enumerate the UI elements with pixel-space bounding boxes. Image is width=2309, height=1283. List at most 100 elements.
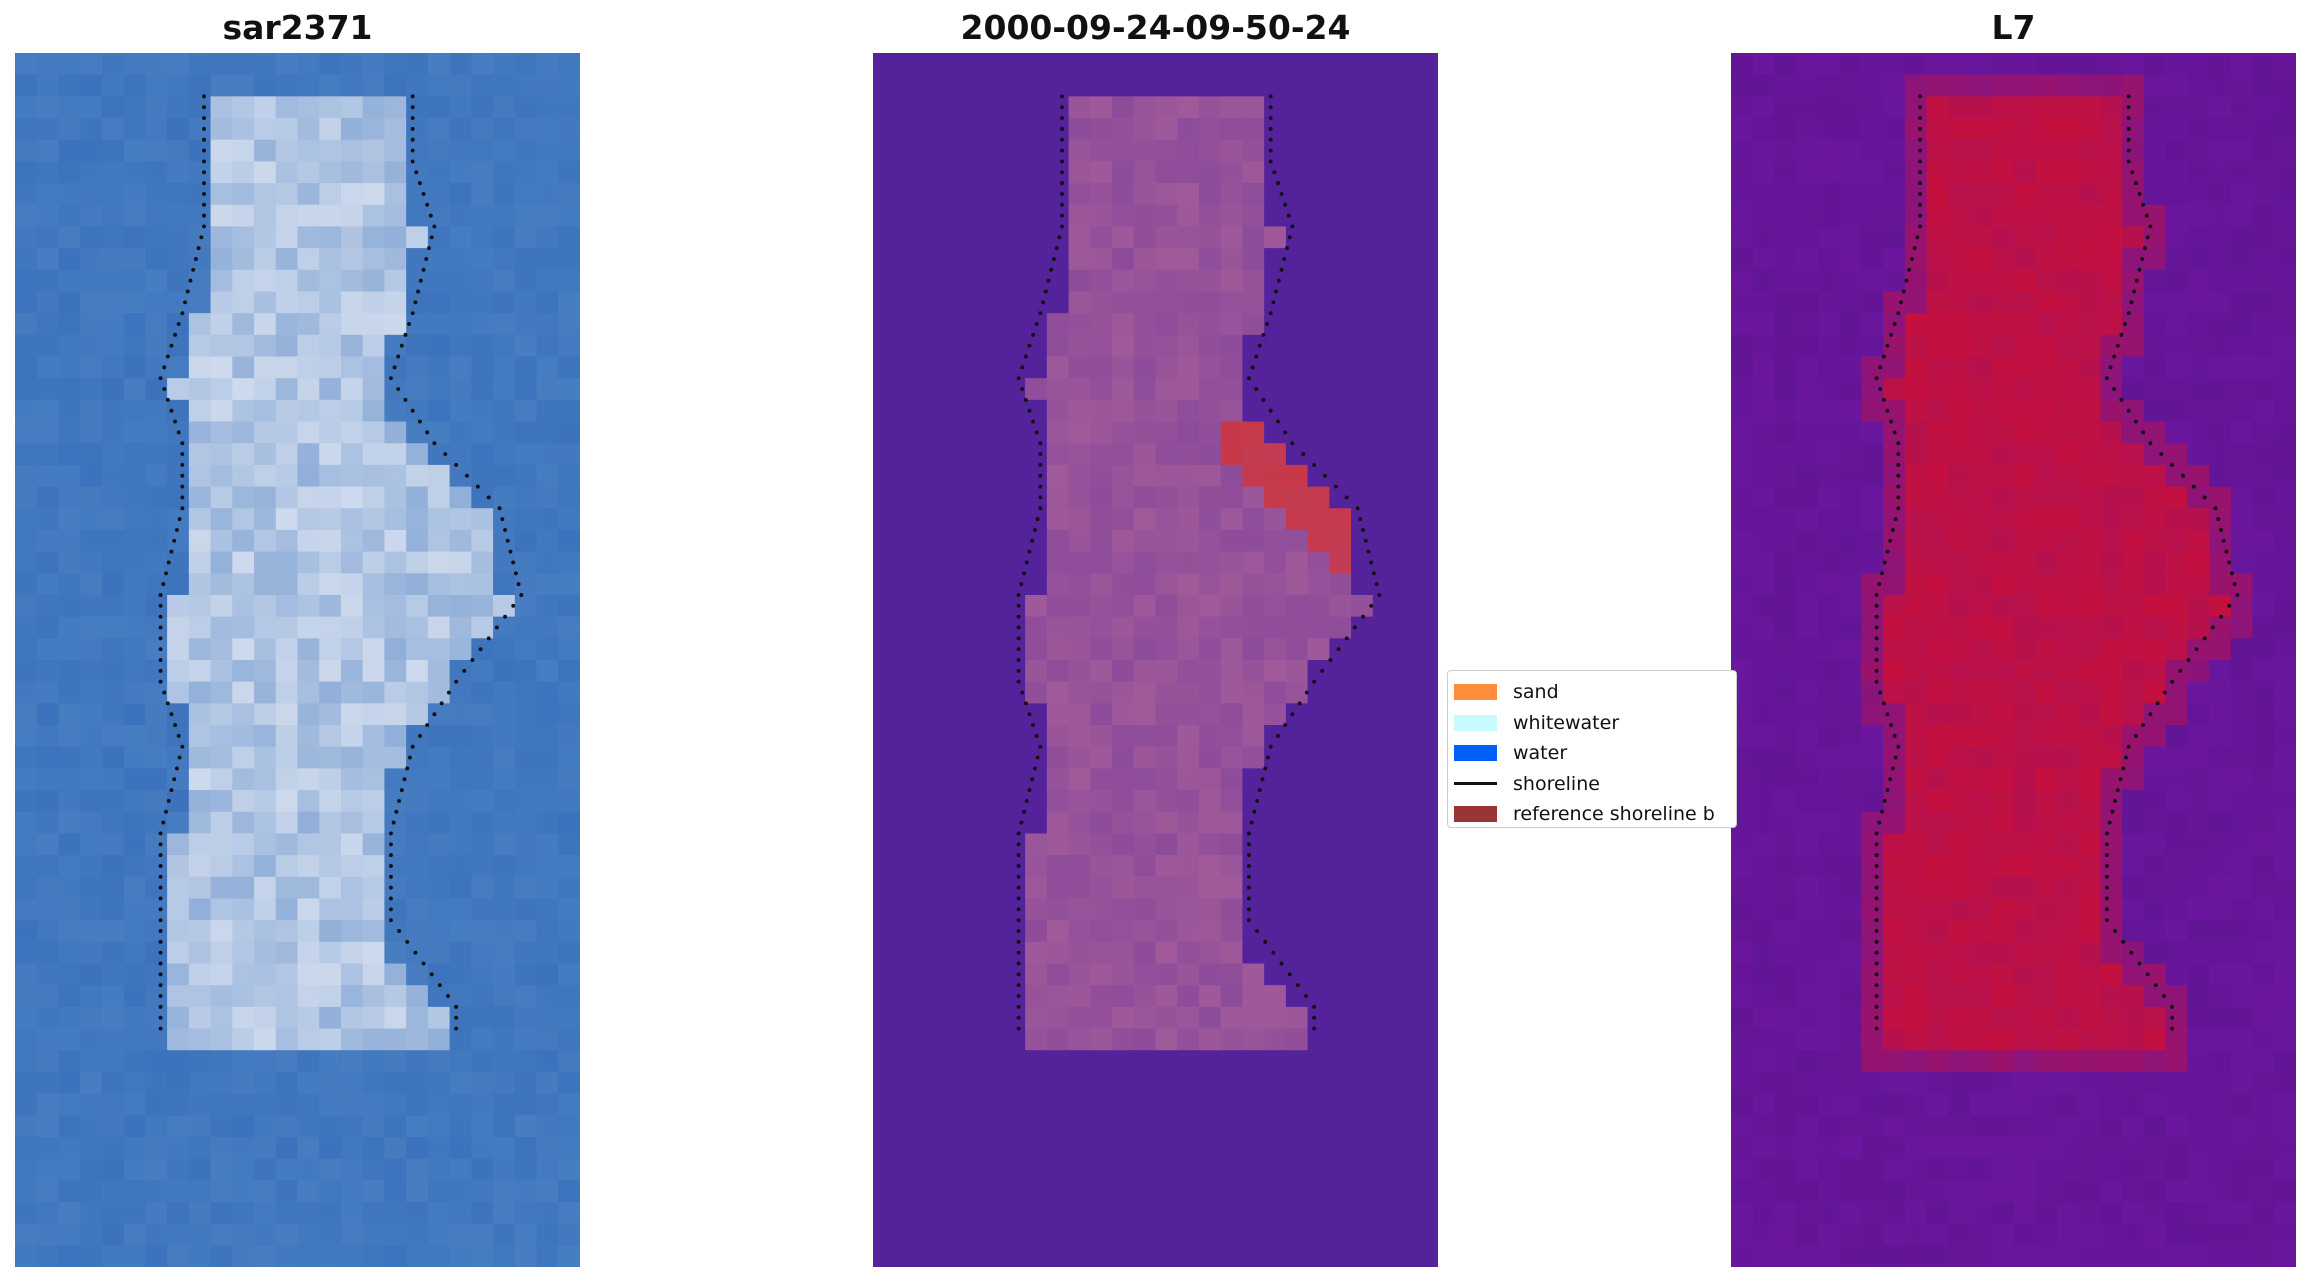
image-pixel bbox=[2209, 920, 2232, 943]
image-pixel bbox=[2143, 96, 2167, 119]
image-pixel bbox=[959, 573, 983, 596]
image-pixel bbox=[1904, 96, 1928, 119]
image-pixel bbox=[2187, 594, 2210, 618]
image-pixel bbox=[15, 768, 38, 791]
image-pixel bbox=[1926, 985, 1949, 1008]
image-pixel bbox=[232, 486, 255, 509]
shoreline-point bbox=[1031, 419, 1036, 424]
image-pixel bbox=[2056, 855, 2080, 878]
image-pixel bbox=[275, 898, 299, 921]
image-pixel bbox=[514, 1028, 538, 1051]
shoreline-point bbox=[169, 408, 174, 413]
image-pixel bbox=[145, 248, 168, 271]
image-pixel bbox=[1926, 508, 1949, 531]
image-pixel bbox=[938, 616, 961, 639]
image-pixel bbox=[558, 96, 580, 119]
image-pixel bbox=[1752, 74, 1776, 98]
image-pixel bbox=[36, 183, 60, 206]
shoreline-point bbox=[1060, 94, 1065, 99]
image-pixel bbox=[101, 1071, 125, 1095]
image-pixel bbox=[2230, 96, 2254, 119]
image-pixel bbox=[1198, 334, 1222, 358]
image-pixel bbox=[319, 96, 342, 119]
image-pixel bbox=[471, 464, 494, 488]
image-pixel bbox=[2143, 1136, 2167, 1160]
image-pixel bbox=[1264, 378, 1287, 401]
image-pixel bbox=[1155, 855, 1178, 878]
image-pixel bbox=[1307, 1201, 1330, 1225]
image-pixel bbox=[1155, 725, 1178, 748]
shoreline-point bbox=[1031, 332, 1036, 337]
image-pixel bbox=[938, 204, 961, 228]
image-pixel bbox=[1970, 1071, 1993, 1095]
image-pixel bbox=[1155, 1006, 1178, 1030]
image-pixel bbox=[2056, 941, 2080, 965]
image-pixel bbox=[319, 963, 342, 986]
image-pixel bbox=[427, 421, 451, 444]
image-pixel bbox=[1068, 1180, 1091, 1203]
image-pixel bbox=[1416, 746, 1438, 770]
image-pixel bbox=[406, 1093, 429, 1116]
image-pixel bbox=[1817, 638, 1841, 661]
image-pixel bbox=[2078, 573, 2102, 596]
image-pixel bbox=[188, 573, 212, 596]
image-pixel bbox=[2187, 1180, 2210, 1203]
shoreline-point bbox=[1880, 809, 1884, 814]
image-pixel bbox=[1112, 1223, 1135, 1246]
image-pixel bbox=[2078, 746, 2102, 770]
image-pixel bbox=[2122, 616, 2145, 639]
image-pixel bbox=[2013, 204, 2036, 228]
image-pixel bbox=[2056, 833, 2080, 856]
image-pixel bbox=[2013, 399, 2036, 423]
image-pixel bbox=[58, 1245, 81, 1267]
image-pixel bbox=[1970, 378, 1993, 401]
image-pixel bbox=[536, 920, 559, 943]
shoreline-point bbox=[164, 809, 168, 814]
shoreline-point bbox=[1254, 387, 1259, 391]
shoreline-point bbox=[2107, 820, 2112, 825]
image-pixel bbox=[1329, 898, 1352, 921]
image-pixel bbox=[536, 660, 559, 683]
shoreline-point bbox=[470, 658, 475, 662]
image-pixel bbox=[1394, 96, 1417, 119]
image-pixel bbox=[2252, 356, 2275, 379]
image-pixel bbox=[15, 703, 38, 726]
image-pixel bbox=[80, 139, 103, 163]
image-pixel bbox=[916, 985, 939, 1008]
shoreline-point bbox=[1035, 517, 1040, 522]
image-pixel bbox=[254, 1180, 277, 1203]
image-pixel bbox=[1329, 746, 1352, 770]
image-pixel bbox=[1025, 660, 1048, 683]
image-pixel bbox=[1394, 768, 1417, 791]
image-pixel bbox=[297, 985, 320, 1008]
image-pixel bbox=[894, 334, 918, 358]
image-pixel bbox=[938, 161, 961, 184]
image-pixel bbox=[1112, 725, 1135, 748]
image-pixel bbox=[2035, 291, 2058, 314]
image-pixel bbox=[1774, 139, 1797, 163]
image-pixel bbox=[1329, 1050, 1352, 1073]
image-pixel bbox=[2230, 1028, 2254, 1051]
image-pixel bbox=[427, 356, 451, 379]
image-pixel bbox=[254, 183, 277, 206]
image-pixel bbox=[1264, 1201, 1287, 1225]
image-pixel bbox=[1991, 573, 2015, 596]
image-pixel bbox=[916, 594, 939, 618]
shoreline-point bbox=[403, 397, 408, 402]
image-pixel bbox=[1329, 833, 1352, 856]
image-pixel bbox=[167, 1115, 190, 1138]
image-pixel bbox=[1025, 183, 1048, 206]
image-pixel bbox=[2056, 920, 2080, 943]
image-pixel bbox=[384, 594, 407, 618]
image-pixel bbox=[1264, 1223, 1287, 1246]
image-pixel bbox=[1372, 1136, 1396, 1160]
image-pixel bbox=[1112, 1028, 1135, 1051]
image-pixel bbox=[2100, 529, 2123, 553]
image-pixel bbox=[1416, 1115, 1438, 1138]
image-pixel bbox=[297, 464, 320, 488]
shoreline-point bbox=[2134, 278, 2139, 283]
image-pixel bbox=[1155, 291, 1178, 314]
image-pixel bbox=[275, 1201, 299, 1225]
shoreline-point bbox=[1361, 614, 1365, 619]
image-pixel bbox=[1068, 790, 1091, 813]
